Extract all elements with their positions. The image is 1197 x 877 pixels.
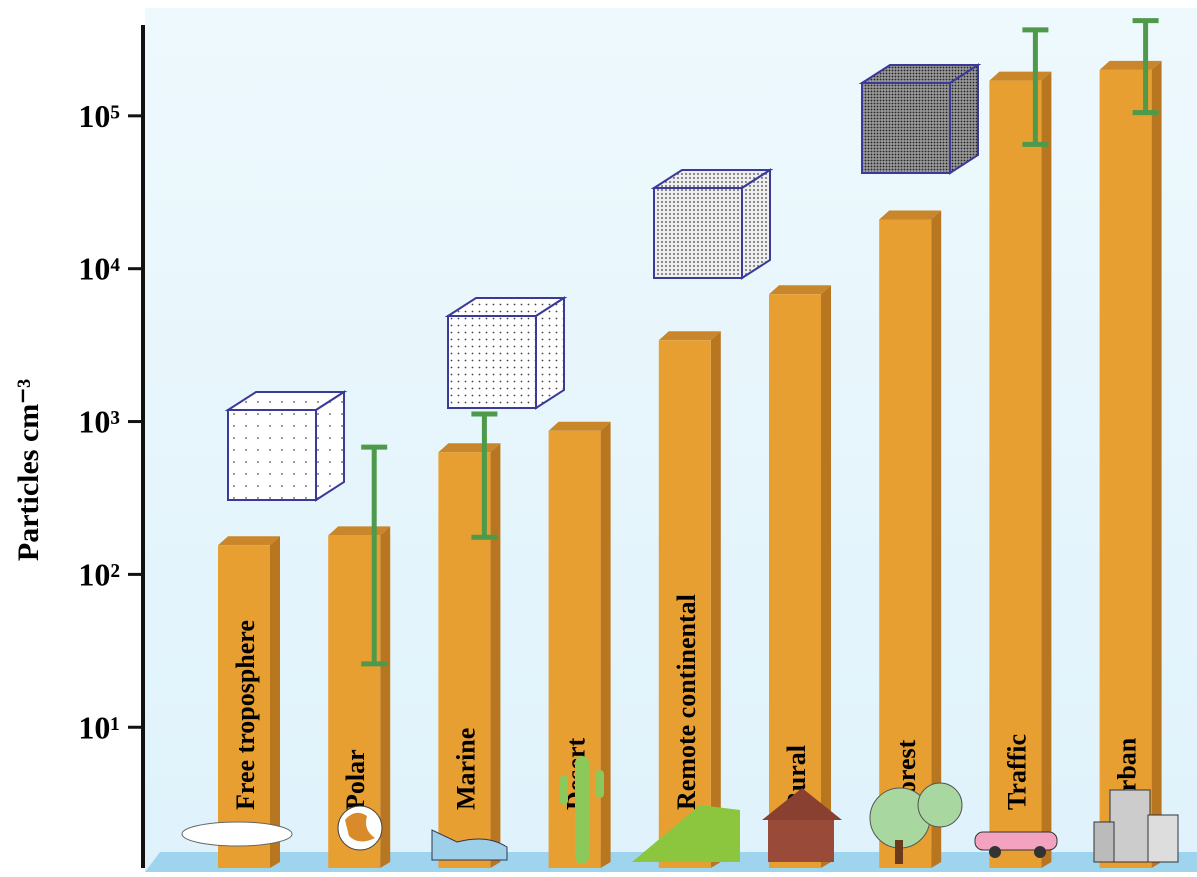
bars: Free tropospherePolarMarineDesertRemote … (218, 60, 1162, 869)
bar (548, 430, 601, 868)
bar-side (380, 526, 391, 868)
bar-top (769, 285, 831, 295)
category-label: Remote continental (672, 594, 701, 810)
bar-side (1041, 71, 1052, 868)
bar-side (600, 421, 611, 868)
y-tick-label: 10¹ (78, 709, 120, 745)
category-label: Free troposphere (231, 620, 260, 810)
category-label: Traffic (1002, 734, 1031, 810)
bar-side (1151, 60, 1162, 868)
bar-top (328, 526, 391, 536)
bar-side (821, 285, 831, 868)
icons (181, 756, 1179, 864)
bar-side (270, 536, 280, 868)
cubes (224, 63, 982, 502)
category-label: Marine (451, 728, 480, 810)
error-bar (361, 444, 388, 667)
error-bar (471, 411, 498, 540)
y-axis-label: Particles cm⁻³ (12, 379, 45, 561)
bar (218, 545, 270, 868)
bar (658, 340, 711, 869)
y-tick-label: 10⁴ (78, 251, 120, 287)
bar (438, 452, 491, 868)
bar-top (1099, 60, 1162, 70)
y-tick-label: 10³ (78, 404, 120, 440)
error-bar (1022, 27, 1049, 147)
y-tick-label: 10⁵ (78, 98, 120, 134)
bar-side (710, 331, 721, 869)
bar-top (438, 443, 501, 453)
bar-side (490, 443, 501, 868)
bar-side (931, 210, 942, 869)
bar (769, 294, 821, 868)
bar-top (989, 71, 1052, 81)
error-bar (1132, 18, 1159, 116)
bar (1099, 69, 1152, 868)
bar-top (548, 421, 611, 431)
bar-top (218, 536, 280, 546)
bar-top (658, 331, 721, 341)
category-label: Polar (341, 749, 370, 810)
bar (879, 219, 932, 869)
bar (989, 80, 1042, 868)
bar-top (879, 210, 942, 220)
y-tick-label: 10² (78, 556, 120, 592)
